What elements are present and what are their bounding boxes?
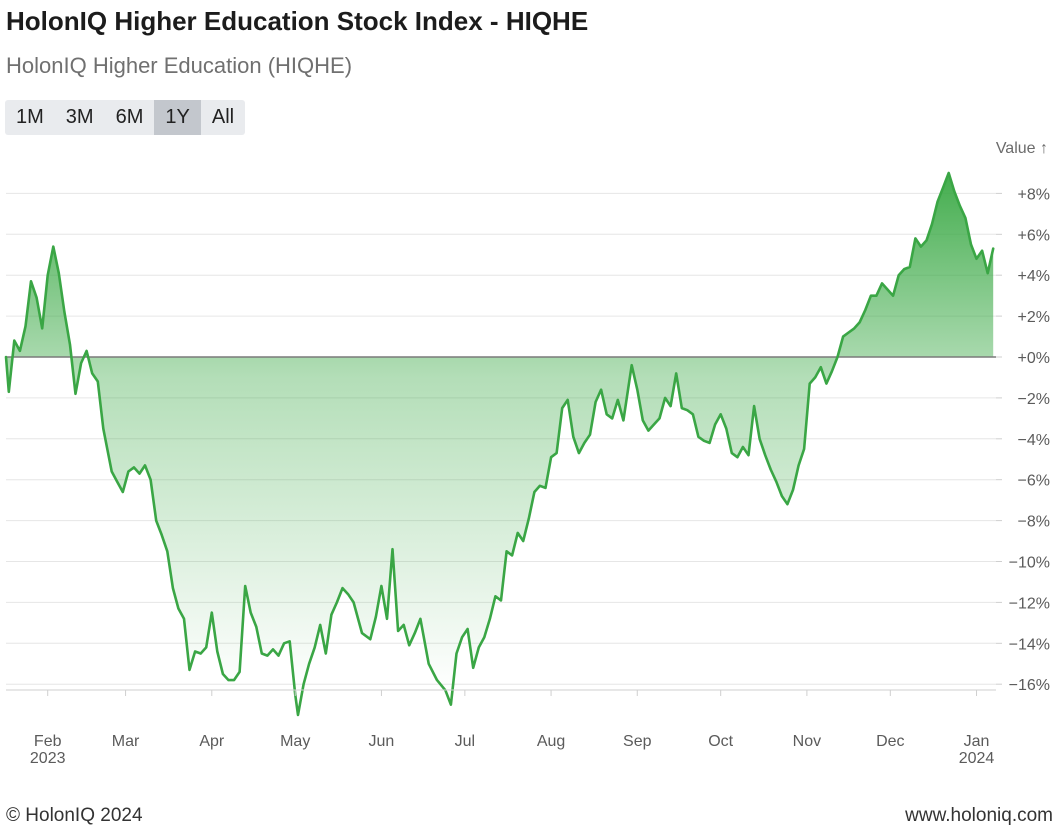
copyright-text: © HolonIQ 2024 xyxy=(6,805,143,826)
x-tick-label: Feb xyxy=(34,733,62,750)
range-selector: 1M 3M 6M 1Y All xyxy=(5,100,246,135)
range-button-all[interactable]: All xyxy=(211,106,235,128)
range-button-3m[interactable]: 3M xyxy=(65,106,94,128)
range-button-6m[interactable]: 6M xyxy=(115,106,144,128)
y-tick-label: −8% xyxy=(1018,514,1050,531)
y-tick-label: +4% xyxy=(1018,268,1050,285)
y-axis-title: Value ↑ xyxy=(996,140,1048,157)
y-tick-label: −16% xyxy=(1009,677,1050,694)
y-tick-label: −10% xyxy=(1009,555,1050,572)
y-tick-label: +0% xyxy=(1018,350,1050,367)
range-button-1y[interactable]: 1Y xyxy=(154,100,201,135)
y-tick-label: −2% xyxy=(1018,391,1050,408)
website-link[interactable]: www.holoniq.com xyxy=(905,805,1053,826)
y-tick-label: +2% xyxy=(1018,309,1050,326)
y-tick-label: +8% xyxy=(1018,186,1050,203)
x-tick-label: Sep xyxy=(623,733,652,750)
chart-svg[interactable]: Value ↑ +8% +6% +4% +2% +0% −2% −4% −6% −8% −10% −… xyxy=(0,135,1061,770)
chart-title: HolonIQ Higher Education Stock Index - H… xyxy=(6,6,589,36)
x-tick-label: Jul xyxy=(455,733,475,750)
series-line[interactable] xyxy=(4,171,995,717)
area-fill-layer xyxy=(6,173,994,715)
y-tick-label: −6% xyxy=(1018,473,1050,490)
series-line-layer xyxy=(4,171,995,717)
x-tick-label: Apr xyxy=(199,733,225,750)
y-tick-label: −14% xyxy=(1009,636,1050,653)
x-tick-label: Oct xyxy=(708,733,733,750)
x-tick-year-label: 2024 xyxy=(959,750,995,767)
y-tick-label: +6% xyxy=(1018,227,1050,244)
series-area xyxy=(6,173,994,715)
x-tick-label: Dec xyxy=(876,733,904,750)
y-axis: Value ↑ +8% +6% +4% +2% +0% −2% −4% −6% −8% −10% −… xyxy=(996,140,1050,694)
x-tick-label: May xyxy=(280,733,310,750)
x-tick-label: Aug xyxy=(537,733,565,750)
x-tick-label: Mar xyxy=(112,733,140,750)
x-tick-year-label: 2023 xyxy=(30,750,66,767)
y-tick-label: −12% xyxy=(1009,595,1050,612)
y-tick-label: −4% xyxy=(1018,432,1050,449)
x-tick-label: Nov xyxy=(793,733,821,750)
x-tick-label: Jun xyxy=(369,733,395,750)
range-button-1m[interactable]: 1M xyxy=(16,106,44,128)
chart-subtitle: HolonIQ Higher Education (HIQHE) xyxy=(6,53,353,78)
x-tick-label: Jan xyxy=(964,733,990,750)
